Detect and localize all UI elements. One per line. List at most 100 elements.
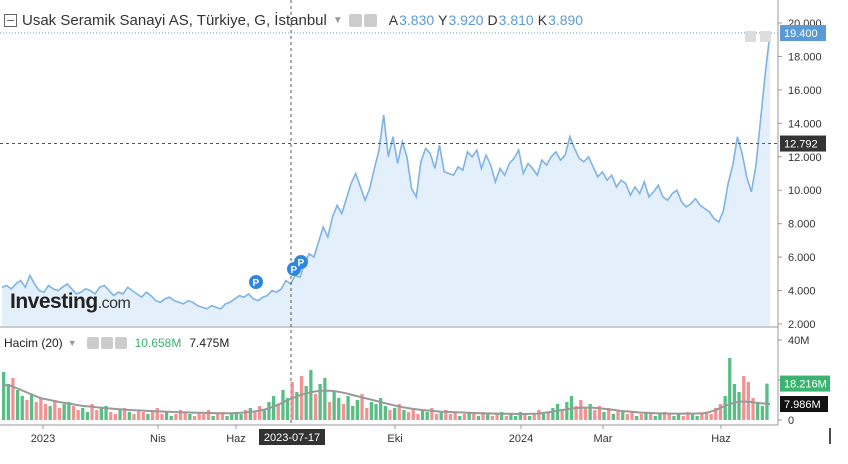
volume-bar <box>188 414 192 420</box>
volume-bar <box>751 398 755 420</box>
event-marker-label: P <box>291 265 298 276</box>
volume-bar <box>658 414 662 420</box>
volume-bar <box>81 408 85 420</box>
volume-bar <box>225 416 229 420</box>
event-marker-label: P <box>253 278 260 289</box>
volume-bar <box>444 410 448 420</box>
volume-bar <box>332 392 336 420</box>
volume-bar <box>164 412 169 420</box>
volume-bar <box>607 408 611 420</box>
volume-bar <box>639 414 643 420</box>
volume-bar <box>420 410 425 420</box>
volume-bar <box>299 376 304 420</box>
eye-icon[interactable] <box>348 13 362 27</box>
volume-bar <box>53 400 57 420</box>
volume-bar <box>486 414 490 420</box>
volume-bar <box>220 412 225 420</box>
crosshair-date-box <box>259 429 325 445</box>
volume-bar <box>388 410 392 420</box>
volume-bar <box>541 414 546 420</box>
volume-tick-label: 0 <box>788 415 794 427</box>
time-tick-label: 2023 <box>31 433 55 445</box>
scroll-button <box>745 31 756 42</box>
price-tick-label: 10.000 <box>788 185 822 197</box>
volume-bar <box>649 414 653 420</box>
volume-bar <box>504 416 508 420</box>
volume-bar <box>476 416 481 420</box>
volume-bar <box>239 414 243 420</box>
volume-bar <box>174 414 178 420</box>
volume-bar <box>146 414 150 420</box>
close-icon[interactable] <box>114 337 127 349</box>
volume-bar <box>583 408 588 420</box>
chevron-down-icon[interactable]: ▼ <box>332 14 343 26</box>
volume-bar <box>253 412 257 420</box>
volume-bar <box>29 394 34 420</box>
volume-bar <box>109 412 113 420</box>
volume-bar <box>676 414 681 420</box>
volume-bar <box>551 408 555 420</box>
ohlc-key-3: K <box>537 12 548 28</box>
volume-bar <box>202 414 206 420</box>
volume-bar <box>351 406 355 420</box>
logo-main: Investing <box>10 290 98 313</box>
crosshair-date-label: 2023-07-17 <box>264 432 320 444</box>
volume-bar <box>365 408 369 420</box>
volume-bar <box>393 408 397 420</box>
time-tick-label: Nis <box>150 433 166 445</box>
volume-bar <box>630 412 634 420</box>
volume-bar <box>700 414 704 420</box>
volume-bar <box>514 416 518 420</box>
volume-bar <box>532 414 536 420</box>
volume-bar <box>206 410 211 420</box>
gear-icon[interactable] <box>100 337 113 349</box>
price-tick-label: 18.000 <box>788 51 822 63</box>
volume-bar <box>39 398 43 420</box>
volume-bar <box>723 396 727 420</box>
event-marker <box>249 275 263 289</box>
volume-bar <box>85 412 90 420</box>
volume-bar <box>672 416 676 420</box>
volume-bar <box>588 404 592 420</box>
price-tick-label: 14.000 <box>788 118 822 130</box>
volume-bar <box>565 402 569 420</box>
volume-bar <box>379 398 383 420</box>
volume-bar <box>272 396 276 420</box>
volume-bar <box>262 410 266 420</box>
volume-bar <box>160 414 164 420</box>
event-marker-label: P <box>298 258 305 269</box>
volume-bar <box>11 378 15 420</box>
volume-bar <box>141 412 145 420</box>
volume-bar <box>281 390 285 420</box>
volume-bar <box>183 412 187 420</box>
volume-bar <box>267 402 271 420</box>
volume-bar <box>137 410 141 420</box>
volume-bar <box>560 410 564 420</box>
volume-bar <box>95 410 99 420</box>
volume-bar <box>313 394 318 420</box>
price-tick-label: 2.000 <box>788 319 816 331</box>
volume-bar <box>509 414 513 420</box>
volume-bar <box>383 406 387 420</box>
volume-bar <box>71 406 76 420</box>
price-series-line <box>1 32 771 310</box>
collapse-icon[interactable] <box>4 13 17 27</box>
volume-bar <box>48 406 52 420</box>
gear-icon[interactable] <box>363 13 377 27</box>
volume-bar <box>355 400 359 420</box>
eye-icon[interactable] <box>86 337 99 349</box>
volume-bar <box>481 412 485 420</box>
volume-bar <box>593 410 597 420</box>
volume-bar <box>667 414 671 420</box>
chevron-down-icon[interactable]: ▼ <box>67 338 77 348</box>
volume-bar <box>621 412 625 420</box>
volume-current-box <box>780 375 830 392</box>
volume-bar <box>611 414 615 420</box>
volume-bar <box>411 408 415 420</box>
volume-bar <box>304 386 308 420</box>
logo-suffix: .com <box>97 295 131 312</box>
crosshair-price-label: 12.792 <box>784 139 818 151</box>
volume-bar <box>192 416 197 420</box>
volume-bar <box>686 412 690 420</box>
